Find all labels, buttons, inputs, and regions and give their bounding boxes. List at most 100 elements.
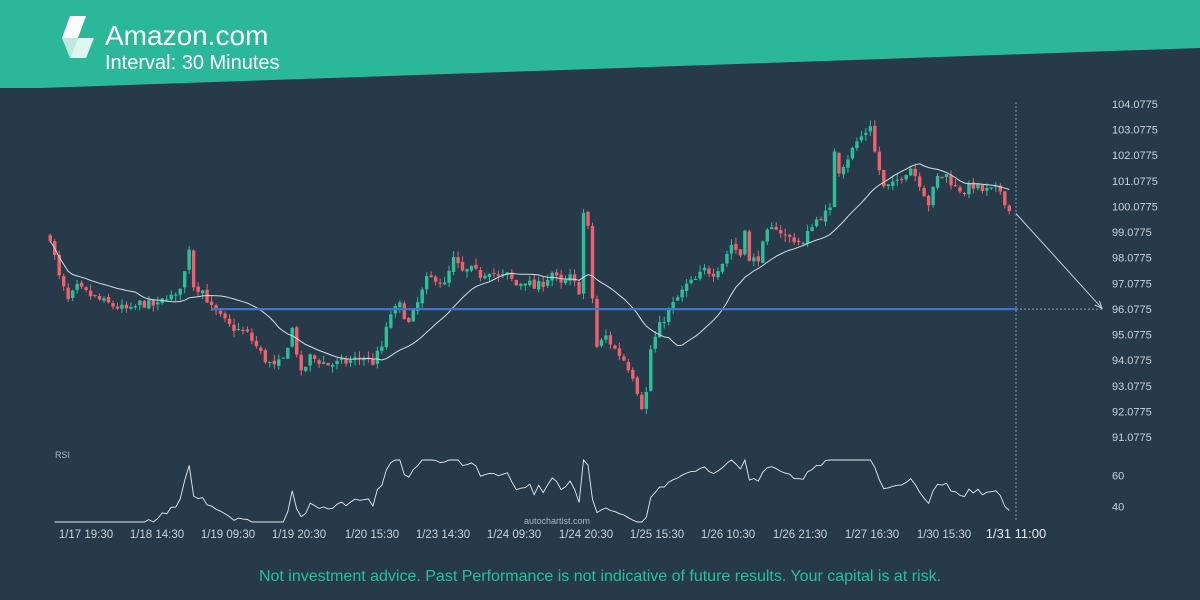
candle-body	[900, 179, 904, 181]
candle-body	[218, 310, 223, 314]
candle-body	[196, 286, 200, 292]
candle-body	[846, 159, 850, 168]
candle-body	[823, 210, 828, 222]
x-tick-label: 1/19 09:30	[201, 529, 255, 541]
candle-body	[693, 279, 698, 281]
candle-body	[326, 362, 330, 366]
x-tick-label: 1/27 16:30	[845, 529, 899, 541]
candle-body	[442, 282, 447, 285]
rsi-axis-ticks: 60 40	[1112, 471, 1124, 514]
candle-body	[411, 309, 415, 322]
candle-body	[227, 318, 232, 325]
candle-body	[263, 350, 268, 363]
candle-body	[586, 211, 590, 226]
candle-body	[474, 264, 478, 269]
candle-body	[138, 300, 142, 306]
candle-body	[801, 242, 805, 244]
candle-body	[120, 304, 124, 309]
candle-body	[684, 283, 689, 291]
candle-body	[868, 126, 873, 132]
x-tick-label: 1/26 10:30	[701, 529, 755, 541]
candle-body	[174, 294, 178, 296]
y-axis-ticks: 104.0775 103.0775 102.0775 101.0775 100.0775…	[1112, 99, 1158, 444]
candle-body	[469, 265, 474, 271]
candle-body	[93, 295, 97, 297]
rsi-line	[54, 458, 1010, 523]
candle-body	[384, 326, 389, 348]
candle-body	[537, 280, 541, 290]
candle-body	[908, 168, 913, 176]
candle-body	[716, 271, 720, 278]
candle-body	[967, 183, 971, 195]
candle-body	[814, 219, 819, 227]
candle-body	[859, 136, 864, 141]
candle-body	[1007, 205, 1011, 212]
candle-body	[335, 360, 339, 365]
y-tick-label: 104.0775	[1112, 99, 1158, 111]
disclaimer: Not investment advice. Past Performance …	[259, 568, 941, 585]
brand-logo-icon	[62, 16, 94, 58]
candle-body	[519, 284, 523, 286]
x-tick-label: 1/24 20:30	[559, 529, 613, 541]
candle-body	[940, 176, 944, 178]
candle-body	[398, 302, 402, 308]
candle-body	[550, 272, 554, 281]
candle-body	[626, 361, 631, 371]
y-tick-label: 93.0775	[1112, 381, 1152, 393]
candle-body	[129, 306, 133, 309]
candle-body	[774, 226, 778, 230]
x-tick-label: 1/18 14:30	[130, 529, 184, 541]
candle-body	[317, 360, 321, 364]
candle-body	[303, 366, 308, 371]
y-tick-label: 100.0775	[1112, 201, 1158, 213]
candle-body	[702, 267, 707, 271]
candle-body	[787, 234, 792, 237]
candle-body	[953, 185, 958, 187]
candle-body	[926, 195, 931, 206]
x-tick-label: 1/24 09:30	[487, 529, 541, 541]
candle-body	[711, 273, 716, 277]
candle-body	[761, 241, 765, 263]
candle-body	[200, 290, 205, 294]
candle-body	[931, 187, 935, 206]
candle-body	[389, 314, 393, 328]
candle-body	[84, 287, 88, 290]
candle-body	[209, 301, 214, 305]
candle-body	[864, 132, 868, 135]
x-tick-label: 1/26 21:30	[773, 529, 827, 541]
candle-body	[371, 358, 375, 365]
candle-body	[115, 306, 120, 309]
candle-body	[169, 294, 173, 300]
y-tick-label: 91.0775	[1112, 432, 1152, 444]
candle-body	[380, 346, 384, 351]
x-tick-label: 1/25 15:30	[630, 529, 684, 541]
candle-body	[805, 231, 810, 244]
candle-body	[819, 219, 823, 221]
candle-body	[725, 253, 729, 264]
forecast-arrowhead	[1094, 300, 1103, 310]
candle-body	[752, 257, 756, 262]
rsi-tick-label: 60	[1112, 471, 1124, 483]
candle-body	[286, 347, 290, 359]
candle-body	[662, 322, 666, 324]
candle-body	[532, 279, 536, 289]
candle-body	[855, 141, 859, 149]
candle-body	[48, 235, 52, 242]
candle-body	[312, 355, 317, 359]
candle-body	[675, 297, 680, 301]
candle-body	[290, 327, 294, 347]
candle-body	[743, 230, 747, 255]
candle-body	[658, 322, 662, 338]
candle-body	[254, 340, 259, 347]
candle-body	[832, 151, 837, 207]
candle-body	[985, 187, 989, 191]
candle-body	[111, 303, 115, 307]
candle-body	[577, 282, 581, 295]
candle-body	[147, 300, 151, 309]
candle-body	[447, 270, 451, 283]
candle-body	[460, 261, 465, 271]
candlestick-series	[48, 120, 1011, 414]
y-tick-label: 99.0775	[1112, 227, 1152, 239]
